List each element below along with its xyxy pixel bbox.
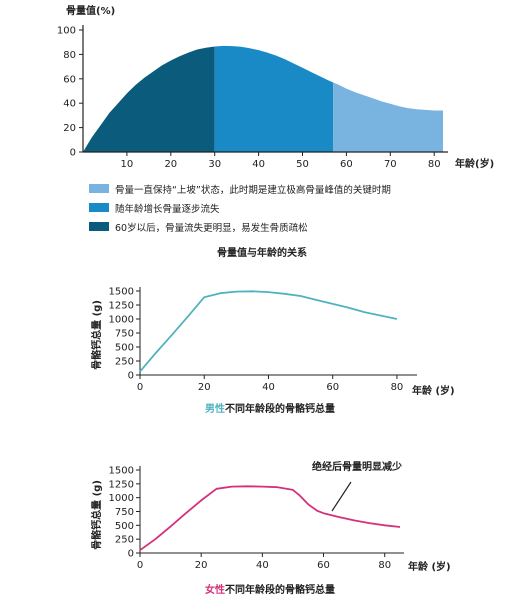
annotation-text: 绝经后骨量明显减少	[312, 460, 402, 473]
y-tick-label: 1250	[109, 301, 134, 312]
y-tick-label: 1500	[109, 466, 134, 477]
y-axis-label: 骨量值(%)	[66, 4, 115, 17]
area-segment	[83, 46, 215, 152]
x-axis-label: 年龄(岁)	[455, 157, 494, 170]
legend-label: 随年龄增长骨量逐步流失	[115, 203, 220, 215]
axes: 0 20 40 60 80 100 10 20 30 40 50 60 70 80	[57, 25, 448, 170]
x-tick-label: 60	[340, 159, 353, 170]
chart-title: 女性不同年龄段的骨骼钙总量	[205, 583, 335, 596]
y-tick-label: 40	[63, 99, 76, 110]
x-tick-label: 0	[137, 382, 143, 393]
y-tick-label: 1500	[109, 287, 134, 298]
y-tick-label: 80	[63, 50, 76, 61]
legend-swatch	[89, 222, 109, 231]
y-tick-label: 750	[115, 329, 134, 340]
legend-swatch	[89, 184, 109, 193]
legend-swatch	[89, 203, 109, 212]
y-tick-label: 0	[70, 148, 76, 159]
x-tick-label: 10	[121, 159, 134, 170]
x-tick-label: 60	[317, 560, 330, 571]
y-tick-label: 100	[57, 26, 76, 37]
legend-label: 60岁以后，骨量流失更明显，易发生骨质疏松	[115, 222, 308, 234]
series-line	[139, 485, 401, 551]
x-tick-label: 70	[384, 159, 397, 170]
area-segment	[333, 82, 443, 152]
series-line	[139, 290, 398, 373]
y-tick-label: 500	[115, 343, 134, 354]
y-tick-label: 60	[63, 74, 76, 85]
y-tick-label: 500	[115, 521, 134, 532]
y-tick-label: 0	[128, 549, 134, 560]
y-axis-label: 骨骼钙总量 (g)	[90, 480, 103, 550]
axes: 0 250 500 750 1000 1250 1500 0 20 40 60 80	[109, 287, 417, 393]
x-tick-label: 80	[378, 560, 391, 571]
male-calcium-chart: 骨骼钙总量 (g) 年龄 (岁) 02505007501000125015000…	[90, 287, 455, 398]
title-rest: 不同年龄段的骨骼钙总量	[225, 583, 335, 596]
axes: 0 250 500 750 1000 1250 1500 0 20 40 60 80	[109, 466, 404, 571]
bone-mass-chart: 骨量值(%) 年龄(岁) 0 20 40 60 80 100 10 20 30 40 50 60 70 8…	[57, 4, 494, 170]
title-highlight: 女性	[205, 583, 225, 596]
y-tick-label: 1250	[109, 479, 134, 490]
y-tick-label: 0	[128, 371, 134, 382]
annotation-pointer	[331, 481, 352, 512]
title-highlight: 男性	[205, 402, 225, 415]
y-tick-label: 250	[115, 535, 134, 546]
x-tick-label: 80	[391, 382, 404, 393]
x-tick-label: 40	[256, 560, 269, 571]
data-line	[139, 290, 398, 373]
x-tick-label: 40	[252, 159, 265, 170]
y-tick-label: 1000	[109, 493, 134, 504]
y-axis-label: 骨骼钙总量 (g)	[90, 300, 103, 370]
title-rest: 不同年龄段的骨骼钙总量	[225, 402, 335, 415]
x-tick-label: 60	[326, 382, 339, 393]
area-segments	[83, 45, 443, 152]
area-segment	[214, 45, 334, 152]
x-tick-label: 50	[296, 159, 309, 170]
legend-label: 骨量一直保持“上坡”状态，此时期是建立极高骨量峰值的关键时期	[115, 184, 391, 196]
data-line	[139, 485, 401, 551]
x-tick-label: 20	[198, 382, 211, 393]
y-tick-label: 20	[63, 123, 76, 134]
x-tick-label: 20	[195, 560, 208, 571]
chart-title: 男性不同年龄段的骨骼钙总量	[205, 402, 335, 415]
x-tick-label: 30	[208, 159, 221, 170]
x-tick-label: 80	[428, 159, 441, 170]
x-axis-label: 年龄 (岁)	[408, 560, 451, 573]
x-axis-label: 年龄 (岁)	[412, 384, 455, 397]
y-tick-label: 1000	[109, 315, 134, 326]
y-tick-label: 750	[115, 507, 134, 518]
female-calcium-chart: 骨骼钙总量 (g) 年龄 (岁) 02505007501000125015000…	[90, 460, 451, 573]
chart-title: 骨量值与年龄的关系	[217, 246, 307, 259]
x-tick-label: 0	[137, 560, 143, 571]
y-tick-label: 250	[115, 357, 134, 368]
legend: 骨量一直保持“上坡”状态，此时期是建立极高骨量峰值的关键时期 随年龄增长骨量逐步…	[89, 184, 391, 234]
x-tick-label: 20	[164, 159, 177, 170]
x-tick-label: 40	[262, 382, 275, 393]
